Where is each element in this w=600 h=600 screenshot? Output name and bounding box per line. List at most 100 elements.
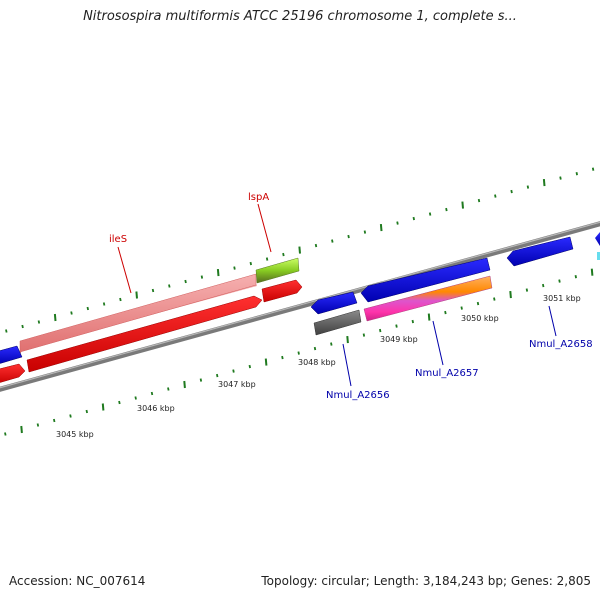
ileS-rna-track-body[interactable] (19, 273, 257, 353)
major-tick (298, 246, 301, 254)
minor-tick (249, 261, 252, 266)
minor-tick (362, 333, 366, 337)
minor-tick (134, 396, 137, 400)
Nmul_A2658-gene[interactable] (506, 236, 574, 267)
major-tick (346, 336, 349, 344)
minor-tick (396, 221, 399, 225)
minor-tick (53, 418, 56, 423)
reverse-tick-marks (4, 268, 594, 436)
major-tick (379, 224, 383, 232)
gene-label-Nmul_A2658[interactable]: Nmul_A2658 (529, 339, 593, 350)
minor-tick (411, 319, 414, 324)
tick-label: 3051 kbp (543, 294, 581, 303)
minor-tick (70, 311, 73, 315)
minor-tick (102, 302, 106, 306)
genome-stats-text: Topology: circular; Length: 3,184,243 bp… (261, 574, 591, 588)
minor-tick (118, 400, 121, 405)
label-leaders (117, 203, 557, 387)
minor-tick (330, 342, 333, 346)
minor-tick (445, 207, 448, 212)
minor-tick (493, 297, 496, 301)
minor-tick (150, 391, 154, 396)
left-edge-red-gene[interactable] (0, 363, 26, 384)
Nmul_A2656-gene[interactable] (310, 291, 358, 315)
lspA-gene[interactable] (261, 279, 303, 303)
minor-tick (526, 185, 530, 189)
accession-text: Accession: NC_007614 (9, 574, 146, 588)
minor-tick (151, 288, 155, 293)
minor-tick (37, 320, 41, 324)
major-tick (427, 313, 431, 321)
minor-tick (510, 189, 513, 194)
chromosome-backbone (0, 221, 600, 392)
minor-tick (69, 414, 72, 418)
feature-layer (0, 232, 600, 384)
minor-tick (347, 234, 350, 239)
minor-tick (85, 409, 88, 414)
minor-tick (184, 279, 187, 284)
minor-tick (119, 297, 122, 302)
minor-tick (477, 198, 481, 203)
minor-tick (200, 275, 204, 279)
minor-tick (412, 216, 415, 221)
major-tick (53, 313, 57, 322)
minor-tick (559, 176, 562, 180)
gene-label-Nmul_A2656[interactable]: Nmul_A2656 (326, 390, 390, 401)
lspA-rna-track[interactable] (255, 257, 300, 284)
minor-tick (313, 346, 317, 351)
minor-tick (542, 283, 545, 288)
right-edge-gene[interactable] (595, 232, 600, 246)
major-tick (20, 425, 23, 434)
major-tick (461, 201, 464, 209)
Nmul_A2656-track[interactable] (313, 309, 362, 336)
minor-tick (199, 378, 203, 382)
minor-tick (314, 243, 318, 248)
ileS-gene[interactable] (26, 295, 263, 373)
major-tick (183, 380, 186, 389)
minor-tick (460, 306, 463, 310)
gene-label-Nmul_A2657[interactable]: Nmul_A2657 (415, 368, 479, 379)
map-title: Nitrosospira multiformis ATCC 25196 chro… (83, 9, 517, 24)
gene-label-lspA[interactable]: lspA (248, 192, 269, 203)
minor-tick (558, 279, 561, 283)
minor-tick (574, 275, 577, 279)
minor-tick (233, 266, 236, 270)
minor-tick (525, 288, 529, 292)
tick-label: 3045 kbp (56, 430, 94, 439)
minor-tick (232, 369, 235, 373)
minor-tick (591, 167, 595, 171)
minor-tick (297, 351, 300, 355)
minor-tick (168, 284, 171, 288)
minor-tick (281, 355, 284, 360)
tick-label: 3049 kbp (380, 335, 418, 344)
major-tick (135, 291, 138, 299)
minor-tick (216, 373, 219, 378)
minor-tick (4, 432, 7, 436)
major-tick (590, 268, 594, 276)
minor-tick (5, 329, 8, 333)
gene-labels: ileS lspA Nmul_A2656 Nmul_A2657 Nmul_A26… (109, 192, 593, 401)
gene-label-ileS[interactable]: ileS (109, 234, 127, 245)
minor-tick (575, 172, 578, 176)
minor-tick (379, 328, 382, 333)
minor-tick (331, 239, 334, 243)
Nmul_A2657-track[interactable] (363, 275, 493, 322)
minor-tick (494, 194, 497, 198)
tick-labels: 3045 kbp 3046 kbp 3047 kbp 3048 kbp 3049… (56, 294, 581, 439)
left-edge-gene[interactable] (0, 345, 23, 365)
minor-tick (282, 252, 285, 257)
Nmul_A2657-gene[interactable] (360, 257, 491, 303)
minor-tick (476, 301, 480, 306)
major-tick (264, 358, 268, 366)
forward-tick-marks (5, 167, 595, 333)
minor-tick (444, 310, 447, 315)
chromosome-backbone-highlight (0, 221, 600, 389)
minor-tick (265, 257, 269, 261)
minor-tick (36, 423, 40, 427)
major-tick (216, 269, 220, 277)
right-edge-cyan-mark (597, 252, 600, 260)
minor-tick (428, 212, 432, 216)
minor-tick (21, 324, 24, 329)
